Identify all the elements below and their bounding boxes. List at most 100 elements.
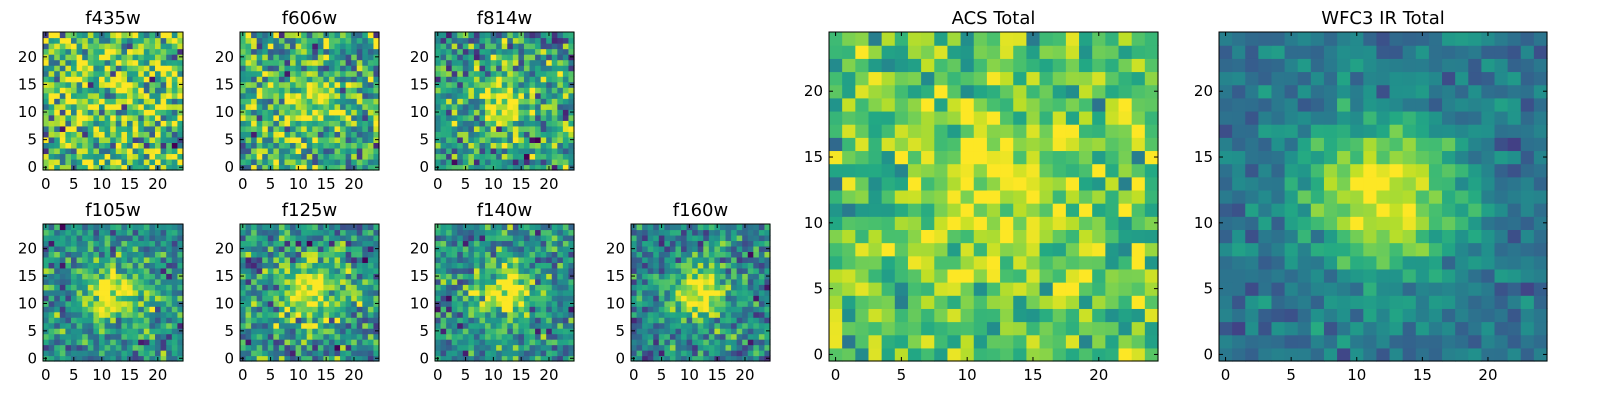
heatmap-cell [479,37,486,44]
heatmap-cell [290,54,297,61]
heatmap-cell [540,136,547,143]
heatmap-cell [523,125,531,132]
heatmap-cell [121,65,128,72]
heatmap-cell [362,32,369,39]
heatmap-cell [166,240,173,247]
heatmap-cell [267,234,274,242]
heatmap-cell [284,311,291,318]
heatmap-cell [647,311,654,318]
heatmap-cell [462,54,469,61]
heatmap-cell [121,262,128,269]
heatmap-cell [240,311,247,318]
heatmap-cell [328,300,336,307]
heatmap-cell [278,65,286,72]
heatmap-cell [99,267,106,274]
heatmap-cell [54,32,61,39]
heatmap-cell [708,333,715,340]
heatmap-cell [446,344,453,351]
heatmap-cell [166,344,173,351]
heatmap-cell [323,339,330,346]
heatmap-cell [284,87,291,94]
heatmap-cell [345,136,352,143]
x-tick-label: 0 [629,366,639,384]
heatmap-cell [708,289,715,296]
heatmap-cell [87,32,94,39]
heatmap-cell [262,278,269,285]
heatmap-cell [104,289,111,296]
heatmap-cell [1013,242,1027,257]
heatmap-cell [54,120,61,127]
heatmap-cell [312,317,319,324]
heatmap-cell [451,114,458,121]
heatmap-cell [435,125,442,132]
heatmap-cell [278,262,286,269]
heatmap-cell [345,164,352,171]
heatmap-cell [842,347,856,362]
heatmap-cell [496,70,503,77]
heatmap-cell [669,328,677,335]
heatmap-cell [160,344,167,351]
heatmap-cell [87,65,94,72]
heatmap-cell [65,350,72,357]
heatmap-cell [529,54,536,61]
heatmap-cell [306,333,313,340]
heatmap-cell [121,328,128,335]
heatmap-cell [568,289,575,296]
heatmap-cell [758,339,766,346]
heatmap-cell [362,109,369,116]
heatmap-cell [54,114,61,121]
heatmap-cell [562,92,570,99]
heatmap-cell [1000,176,1014,191]
heatmap-cell [736,245,743,252]
heatmap-cell [479,142,486,149]
heatmap-cell [171,344,178,351]
heatmap-cell [166,142,173,149]
heatmap-cell [462,65,469,72]
heatmap-cell [373,70,380,77]
heatmap-cell [273,147,280,155]
heatmap-cell [669,240,677,247]
heatmap-cell [501,333,508,340]
heatmap-cell [177,229,184,236]
heatmap-cell [507,289,514,296]
heatmap-cell [104,76,111,83]
heatmap-cell [340,234,347,242]
heatmap-cell [127,339,134,346]
heatmap-cell [479,224,486,231]
y-tick-label: 15 [215,267,234,285]
heatmap-cell [540,284,547,291]
heatmap-cell [562,240,570,247]
heatmap-cell [855,295,870,309]
heatmap-cell [540,333,547,340]
heatmap-cell [686,284,693,291]
heatmap-cell [551,339,558,346]
heatmap-cell [121,295,128,302]
heatmap-cell [356,164,363,171]
heatmap-cell [65,262,72,269]
heatmap-cell [881,321,896,336]
heatmap-cell [127,109,134,116]
heatmap-cell [367,229,375,236]
heatmap-cell [351,273,358,280]
heatmap-cell [473,81,481,88]
heatmap-cell [675,295,682,302]
heatmap-cell [356,54,363,61]
heatmap-cell [99,251,106,258]
heatmap-cell [317,311,324,318]
heatmap-cell [518,262,525,269]
heatmap-cell [138,81,145,88]
heatmap-cell [747,317,754,324]
heatmap-cell [71,59,78,66]
heatmap-cell [742,339,749,346]
heatmap-cell [171,70,178,77]
heatmap-cell [115,54,122,61]
heatmap-cell [647,317,654,324]
heatmap-cell [99,278,106,285]
heatmap-cell [132,109,139,116]
heatmap-cell [48,125,55,132]
heatmap-cell [177,251,184,258]
heatmap-cell [345,37,352,44]
y-tick-label: 15 [606,267,625,285]
heatmap-cell [87,120,94,127]
heatmap-cell [367,114,375,121]
